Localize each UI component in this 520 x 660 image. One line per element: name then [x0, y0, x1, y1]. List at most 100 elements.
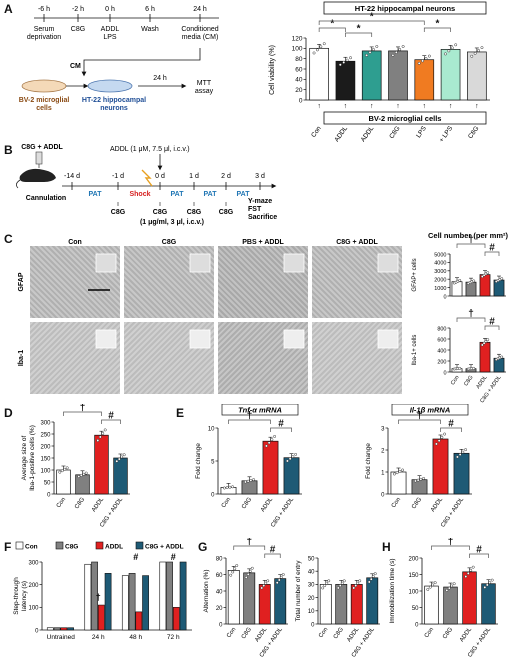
bar: [390, 471, 407, 495]
data-point: [421, 59, 425, 63]
significance-bracket: [456, 243, 486, 248]
inset-box: [95, 253, 117, 273]
x-tick-label: Con: [221, 497, 232, 509]
y-tick-label: 50: [412, 606, 419, 612]
panel-b-schematic: C8G + ADDL ADDL (1 μM, 7.5 μl, i.c.v.) -…: [16, 144, 277, 226]
data-point: [427, 54, 431, 58]
bar: [335, 584, 348, 625]
y-tick-label: 5000: [434, 252, 446, 258]
bar: [350, 584, 363, 625]
x-tick-label: 48 h: [129, 634, 142, 641]
data-point: [249, 478, 253, 482]
significance-dagger: †: [468, 309, 474, 320]
bar: [91, 561, 98, 631]
data-point: [433, 581, 437, 585]
bv2-header-box: [323, 111, 487, 125]
bar: [467, 51, 487, 101]
significance-bracket: [469, 553, 489, 558]
y-axis-label: Iba-1+ cells: [412, 335, 418, 366]
step-label: Conditioned media (CM): [181, 26, 218, 41]
bar: [453, 452, 470, 495]
legend-swatch: [55, 541, 64, 550]
c8g-label: C8G: [153, 209, 168, 216]
y-tick-label: 400: [437, 348, 446, 354]
y-tick-label: 60: [295, 66, 303, 73]
y-tick-label: 0: [219, 622, 223, 628]
data-point: [484, 339, 488, 343]
data-point: [342, 579, 346, 583]
bar: [274, 578, 287, 625]
data-point: [327, 579, 331, 583]
legend-swatch: [135, 541, 144, 550]
cannulation-label: Cannulation: [26, 195, 66, 202]
bar: [262, 440, 279, 495]
bar: [414, 59, 435, 101]
data-point: [358, 579, 362, 583]
data-point: [490, 578, 494, 582]
x-tick-label: ADDL: [260, 496, 274, 513]
data-point: [248, 569, 252, 573]
bv2-label: BV-2 microglial cells: [19, 97, 70, 112]
data-point: [443, 432, 447, 436]
bar: [135, 611, 143, 631]
c8g-dose-label: (1 μg/ml, 3 μl, i.c.v.): [140, 219, 204, 226]
data-point: [371, 47, 375, 51]
significance-hash: #: [489, 243, 495, 254]
bar: [172, 607, 180, 631]
data-point: [447, 586, 451, 590]
day-tick: -1 d: [112, 173, 124, 180]
mtt-label: MTT assay: [195, 80, 214, 95]
legend-label: C8G + ADDL: [145, 544, 184, 551]
x-tick-label: ADDL: [346, 626, 360, 643]
bar: [179, 561, 187, 631]
y-axis-label: Alternation (%): [203, 570, 210, 613]
y-tick-label: 2: [381, 448, 385, 454]
data-point: [440, 435, 444, 439]
mouse-icon: [19, 168, 57, 182]
arrow-icon: ↑: [396, 103, 400, 110]
mrna-title: Il-1β mRNA: [410, 406, 451, 415]
significance-hash: #: [476, 545, 482, 556]
y-tick-label: 200: [40, 444, 51, 450]
ht22-header: HT-22 hippocampal neurons: [355, 4, 455, 13]
panel-letter-e: E: [176, 406, 185, 420]
panel-letter-d: D: [4, 406, 13, 420]
data-point: [454, 43, 458, 47]
mrna-title-box: [391, 404, 469, 416]
day-tick: 1 d: [189, 173, 199, 180]
significance-bracket: [345, 32, 373, 37]
data-point: [352, 586, 356, 590]
data-point: [281, 573, 285, 576]
bv2-dish: [21, 79, 67, 93]
y-tick-label: 0: [443, 370, 446, 376]
data-point: [277, 578, 281, 582]
data-point: [267, 441, 271, 445]
x-tick-label: C8G + ADDL: [270, 496, 295, 529]
bar: [309, 47, 329, 101]
y-tick-label: 0: [415, 622, 419, 628]
data-point: [375, 45, 379, 48]
bar: [243, 572, 256, 625]
significance-bracket: [233, 545, 266, 550]
bar: [142, 575, 149, 631]
data-point: [365, 53, 369, 57]
significance-bracket: [484, 325, 500, 330]
arrow-24h-label: 24 h: [153, 75, 167, 82]
day-tick: -14 d: [64, 173, 80, 180]
x-tick-label: ADDL: [430, 496, 444, 513]
bar: [75, 474, 90, 495]
mrna-title-box: [221, 404, 299, 416]
panel-letter-g: G: [198, 540, 208, 554]
significance-bracket: [484, 251, 500, 256]
data-point: [246, 572, 250, 576]
arrow-icon: ↑: [370, 103, 374, 110]
y-tick-label: 60: [216, 573, 223, 579]
data-point: [373, 572, 377, 576]
data-point: [231, 485, 235, 489]
y-tick-label: 250: [40, 432, 51, 438]
y-tick-label: 4000: [434, 261, 446, 267]
y-axis-label: Fold change: [195, 443, 202, 479]
significance-dagger: †: [417, 411, 423, 422]
time-label: -2 h: [72, 6, 84, 13]
data-point: [325, 581, 329, 585]
